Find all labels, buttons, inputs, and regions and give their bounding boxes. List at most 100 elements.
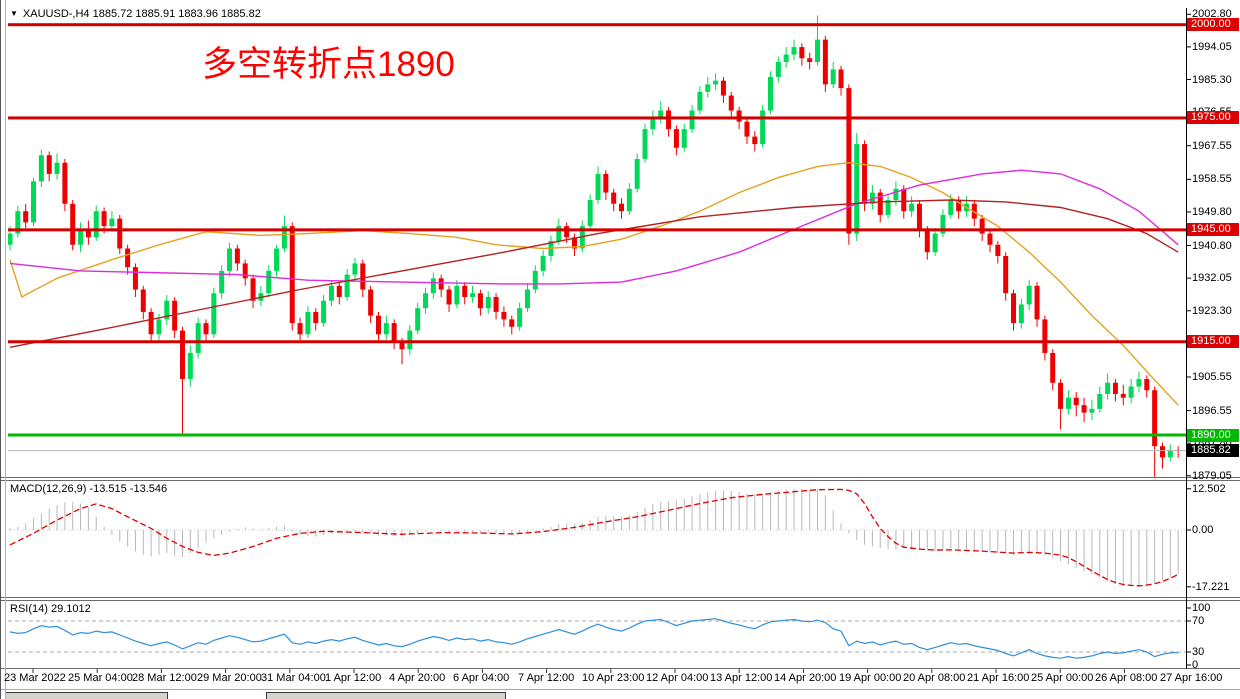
candle-body	[815, 39, 821, 62]
candle-body	[203, 323, 209, 335]
candle-body	[383, 323, 389, 335]
time-label: 10 Apr 23:00	[582, 672, 645, 684]
candle-body	[1144, 379, 1150, 391]
candle-body	[305, 311, 311, 335]
candle-body	[885, 200, 891, 215]
candle-body	[626, 188, 632, 212]
candle-body	[352, 263, 358, 275]
candle-body	[619, 203, 625, 212]
candle-body	[399, 341, 405, 350]
candle-body	[109, 218, 115, 227]
price-tick-label: 2002.80	[1192, 8, 1232, 20]
candle-body	[462, 285, 468, 297]
candle-body	[430, 278, 436, 294]
macd-scale-label: 0.00	[1192, 524, 1214, 536]
panel-divider-rsi[interactable]	[0, 597, 1240, 601]
price-level-tag: 1915.00	[1187, 335, 1239, 348]
candle-body	[775, 62, 781, 77]
time-label: 1 Apr 12:00	[325, 672, 382, 684]
candle-body	[85, 229, 91, 238]
bottom-tab[interactable]	[266, 692, 506, 699]
time-label: 19 Apr 00:00	[839, 672, 902, 684]
candle-body	[540, 255, 546, 271]
candle-body	[242, 263, 248, 279]
candle-body	[995, 244, 1001, 256]
panel-divider-macd[interactable]	[0, 477, 1240, 481]
time-label: 23 Mar 2022	[4, 672, 66, 684]
candle-body	[132, 267, 138, 290]
candle-body	[1042, 319, 1048, 353]
candle-body	[219, 270, 225, 294]
candle-body	[689, 110, 695, 130]
time-label: 25 Apr 00:00	[1031, 672, 1094, 684]
price-tick-label: 1940.80	[1192, 240, 1232, 252]
candle-body	[15, 211, 21, 234]
level-line	[8, 23, 1186, 27]
rsi-scale-label: 70	[1192, 615, 1205, 627]
candle-body	[336, 285, 342, 297]
price-level-tag: 2000.00	[1187, 18, 1239, 31]
candle-body	[1105, 382, 1111, 394]
candle-body	[846, 88, 852, 234]
candle-body	[117, 218, 123, 249]
candle-body	[195, 323, 201, 353]
macd-scale-label: 12.502	[1192, 483, 1226, 495]
candle-body	[1034, 285, 1040, 320]
candle-body	[838, 69, 844, 89]
candle-body	[924, 229, 930, 253]
symbol-quote-text: XAUUSD-,H4 1885.72 1885.91 1883.96 1885.…	[22, 8, 261, 20]
price-tick-label: 1985.30	[1192, 74, 1232, 86]
candle-body	[297, 323, 303, 335]
candle-body	[673, 129, 679, 148]
price-axis-border	[1186, 8, 1187, 669]
candle-body	[940, 214, 946, 234]
candle-body	[125, 248, 131, 268]
candle-body	[1026, 285, 1032, 305]
macd-panel[interactable]	[8, 488, 1186, 587]
candle-body	[666, 110, 672, 130]
candle-body	[681, 129, 687, 148]
candle-body	[78, 229, 84, 245]
candle-body	[728, 95, 734, 111]
candle-body	[266, 270, 272, 294]
candle-body	[281, 226, 287, 249]
candle-body	[438, 278, 444, 290]
candle-body	[391, 323, 397, 342]
time-axis-border	[0, 668, 1240, 669]
candle-body	[799, 47, 805, 59]
candle-body	[1159, 446, 1165, 458]
ma-orange	[9, 161, 1179, 406]
time-label: 27 Apr 16:00	[1160, 672, 1223, 684]
candle-body	[501, 311, 507, 320]
candle-body	[23, 211, 29, 223]
candle-body	[54, 162, 60, 174]
candle-body	[1112, 382, 1118, 394]
chevron-down-icon[interactable]: ▼	[10, 9, 18, 18]
candle-body	[485, 296, 491, 309]
price-tick-label: 1923.30	[1192, 305, 1232, 317]
candle-body	[517, 308, 523, 327]
candle-body	[179, 330, 185, 380]
candle-body	[854, 144, 860, 234]
level-line	[8, 340, 1186, 344]
candle-body	[1089, 408, 1095, 413]
candle-body	[187, 352, 193, 380]
candle-body	[932, 233, 938, 253]
candle-body	[1065, 397, 1071, 409]
ma-darkred	[9, 199, 1179, 348]
price-tick-label: 1994.05	[1192, 41, 1232, 53]
price-panel[interactable]	[8, 15, 1187, 478]
candle-body	[744, 121, 750, 137]
candle-body	[423, 293, 429, 309]
candle-body	[454, 285, 460, 305]
rsi-panel[interactable]	[8, 618, 1186, 659]
price-tick-label: 1879.05	[1192, 470, 1232, 482]
price-level-tag: 1890.00	[1187, 429, 1239, 442]
bottom-tab[interactable]	[5, 692, 168, 699]
candle-body	[956, 200, 962, 212]
candle-body	[313, 311, 319, 324]
candle-body	[979, 218, 985, 234]
candle-body	[595, 173, 601, 201]
